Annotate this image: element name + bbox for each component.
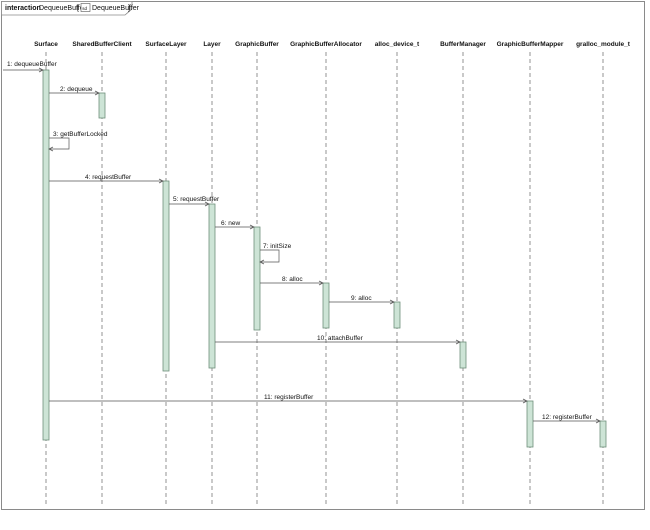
lifeline-graphic-buffer-mapper: GraphicBufferMapper: [497, 41, 564, 48]
lifeline-layer: Layer: [203, 41, 221, 48]
message-1-label: 1: dequeueBuffer: [7, 61, 58, 68]
message-labels: 1: dequeueBuffer 2: dequeue 3: getBuffer…: [7, 61, 593, 421]
activation-alloc-device: [393, 301, 401, 329]
message-6-label: 6: new: [221, 220, 240, 227]
lifeline-surface-layer: SurfaceLayer: [145, 41, 187, 48]
svg-text:[: [: [77, 5, 79, 12]
lifeline-buffer-manager: BufferManager: [440, 41, 486, 48]
message-5-label: 5: requestBuffer: [173, 196, 220, 203]
lifeline-graphic-buffer-allocator: GraphicBufferAllocator: [290, 41, 362, 48]
ref-icon-label: sd: [82, 6, 87, 11]
lifeline-graphic-buffer: GraphicBuffer: [235, 41, 279, 48]
message-8-label: 8: alloc: [282, 276, 303, 283]
message-7-label: 7: initSize: [263, 243, 292, 250]
message-4-label: 4: requestBuffer: [85, 174, 132, 181]
activation-graphic-buffer: [253, 226, 261, 331]
message-9-label: 9: alloc: [351, 295, 372, 302]
messages: [3, 67, 601, 424]
message-3-arrow: [49, 137, 70, 150]
frame-header: interaction DequeueBuffer [ sd DequeueBu…: [1, 1, 140, 16]
frame-name: DequeueBuffer: [39, 5, 87, 12]
lifeline-surface: Surface: [34, 41, 58, 48]
message-11-label: 11: registerBuffer: [264, 394, 314, 401]
activation-surface: [42, 69, 50, 441]
activation-bars: [42, 69, 607, 448]
message-2-label: 2: dequeue: [60, 86, 93, 93]
svg-text:]: ]: [128, 5, 130, 12]
frame-keyword: interaction: [5, 5, 41, 12]
message-7-arrow: [260, 249, 280, 263]
activation-shared-buffer-client: [98, 92, 106, 119]
message-3-label: 3: getBufferLocked: [53, 131, 108, 138]
message-10-label: 10: attachBuffer: [317, 335, 364, 342]
message-12-label: 12: registerBuffer: [542, 414, 593, 421]
lifeline-lines: [45, 52, 604, 505]
lifeline-alloc-device: alloc_device_t: [375, 41, 420, 48]
frame-ref-name: DequeueBuffer: [92, 5, 140, 12]
activation-layer: [208, 203, 216, 369]
activation-buffer-manager: [459, 341, 467, 369]
activation-graphic-buffer-mapper: [526, 400, 534, 448]
activation-gralloc-module: [599, 420, 607, 448]
activation-surface-layer: [162, 180, 170, 372]
lifeline-headers: Surface SharedBufferClient SurfaceLayer …: [34, 41, 631, 48]
lifeline-gralloc-module: gralloc_module_t: [576, 41, 631, 48]
lifeline-shared-buffer-client: SharedBufferClient: [72, 41, 132, 48]
activation-graphic-buffer-allocator: [322, 282, 330, 329]
diagram-frame: [1, 1, 645, 510]
ref-icon: [80, 3, 91, 12]
